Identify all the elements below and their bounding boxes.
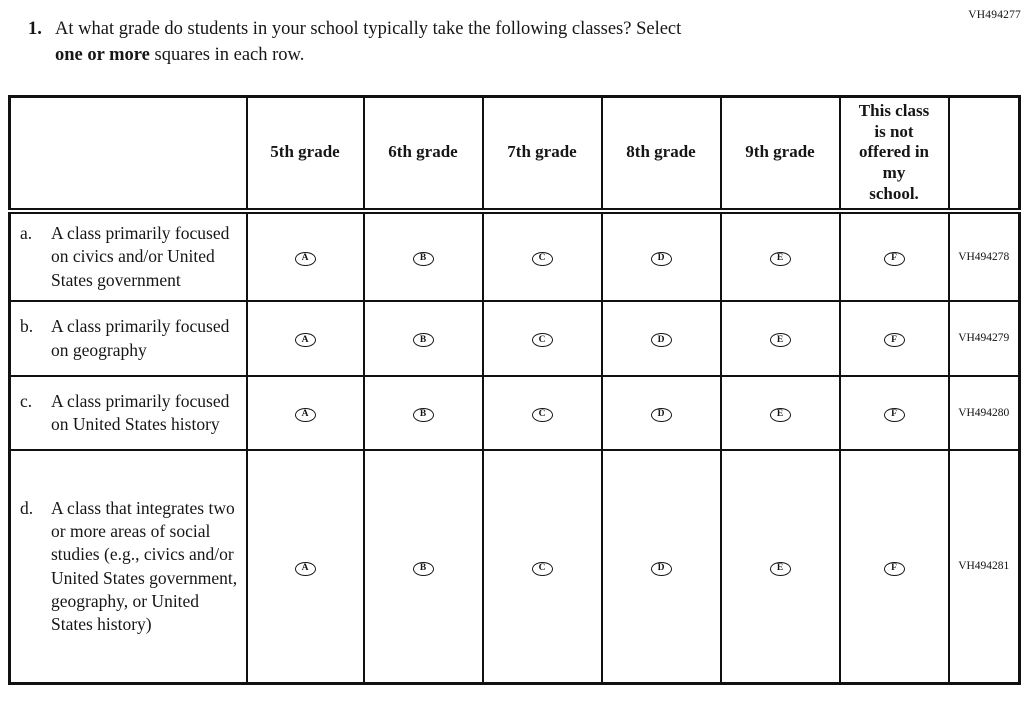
bubble-a-5th[interactable]: A [294, 251, 316, 266]
row-label: A class primarily focused on geography [51, 316, 230, 360]
bubble-d-5th[interactable]: A [294, 561, 316, 576]
answer-table: 5th grade 6th grade 7th grade 8th grade … [8, 95, 1021, 685]
bubble-a-7th[interactable]: C [531, 251, 553, 266]
question-1: 1. At what grade do students in your sch… [28, 17, 908, 68]
bubble-d-7th[interactable]: C [531, 561, 553, 576]
table-row-c: c. A class primarily focused on United S… [8, 374, 1021, 451]
bubble-d-9th[interactable]: E [769, 561, 791, 576]
bubble-d-8th[interactable]: D [650, 561, 672, 576]
bubble-d-6th[interactable]: B [412, 561, 434, 576]
row-label: A class primarily focused on United Stat… [51, 390, 230, 434]
question-number: 1. [28, 19, 42, 39]
header-code-blank [947, 95, 1021, 214]
header-7th-grade: 7th grade [481, 95, 603, 214]
bubble-b-8th[interactable]: D [650, 333, 672, 348]
row-letter: a. [20, 223, 33, 244]
bubble-b-5th[interactable]: A [294, 333, 316, 348]
header-blank [8, 95, 248, 214]
header-6th-grade: 6th grade [362, 95, 484, 214]
bubble-d-not-offered[interactable]: F [883, 561, 905, 576]
row-letter: b. [20, 316, 34, 337]
question-bold-phrase: one or more [55, 44, 150, 65]
bubble-a-8th[interactable]: D [650, 251, 672, 266]
bubble-a-not-offered[interactable]: F [883, 251, 905, 266]
row-letter: d. [20, 497, 34, 518]
row-label: A class that integrates two or more area… [51, 497, 238, 635]
table-row-d: d. A class that integrates two or more a… [8, 448, 1021, 685]
page-accession-code: VH494277 [968, 9, 1021, 21]
header-5th-grade: 5th grade [245, 95, 365, 214]
bubble-c-7th[interactable]: C [531, 407, 553, 422]
bubble-b-6th[interactable]: B [412, 333, 434, 348]
header-9th-grade: 9th grade [719, 95, 841, 214]
answer-grid: 5th grade 6th grade 7th grade 8th grade … [8, 95, 1021, 685]
header-8th-grade: 8th grade [600, 95, 722, 214]
bubble-c-8th[interactable]: D [650, 407, 672, 422]
table-row-b: b. A class primarily focused on geograph… [8, 299, 1021, 377]
bubble-c-5th[interactable]: A [294, 407, 316, 422]
row-c-label-group: c. A class primarily focused on United S… [11, 385, 246, 441]
row-b-label-group: b. A class primarily focused on geograph… [11, 310, 246, 366]
header-not-offered: This class is not offered in my school. [838, 95, 950, 214]
row-letter: c. [20, 390, 33, 411]
bubble-c-9th[interactable]: E [769, 407, 791, 422]
row-accession-code: VH494278 [947, 209, 1021, 302]
bubble-c-not-offered[interactable]: F [883, 407, 905, 422]
row-a-label-group: a. A class primarily focused on civics a… [11, 217, 246, 296]
bubble-b-not-offered[interactable]: F [883, 333, 905, 348]
row-accession-code: VH494280 [947, 374, 1021, 451]
table-row-a: a. A class primarily focused on civics a… [8, 209, 1021, 302]
header-row: 5th grade 6th grade 7th grade 8th grade … [8, 95, 1021, 214]
question-text: At what grade do students in your school… [55, 19, 682, 65]
bubble-c-6th[interactable]: B [412, 407, 434, 422]
bubble-b-9th[interactable]: E [769, 333, 791, 348]
row-accession-code: VH494281 [947, 448, 1021, 685]
row-accession-code: VH494279 [947, 299, 1021, 377]
bubble-a-9th[interactable]: E [769, 251, 791, 266]
row-d-label-group: d. A class that integrates two or more a… [11, 492, 246, 641]
row-label: A class primarily focused on civics and/… [51, 223, 230, 290]
bubble-b-7th[interactable]: C [531, 333, 553, 348]
bubble-a-6th[interactable]: B [412, 251, 434, 266]
